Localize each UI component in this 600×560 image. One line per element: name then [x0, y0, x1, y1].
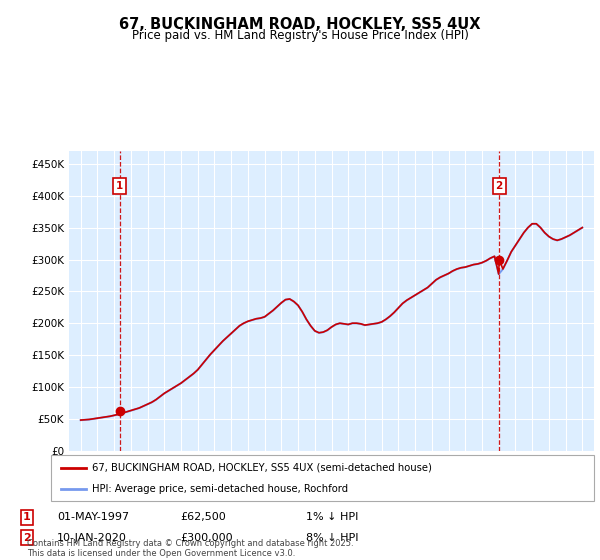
Text: 67, BUCKINGHAM ROAD, HOCKLEY, SS5 4UX: 67, BUCKINGHAM ROAD, HOCKLEY, SS5 4UX — [119, 17, 481, 32]
Text: 8% ↓ HPI: 8% ↓ HPI — [306, 533, 359, 543]
Text: 01-MAY-1997: 01-MAY-1997 — [57, 512, 129, 522]
Text: 2: 2 — [496, 181, 503, 192]
Text: 1: 1 — [116, 181, 123, 192]
Text: 2: 2 — [23, 533, 31, 543]
Text: £62,500: £62,500 — [180, 512, 226, 522]
Text: 1% ↓ HPI: 1% ↓ HPI — [306, 512, 358, 522]
Text: HPI: Average price, semi-detached house, Rochford: HPI: Average price, semi-detached house,… — [92, 484, 348, 494]
Text: £300,000: £300,000 — [180, 533, 233, 543]
Text: 10-JAN-2020: 10-JAN-2020 — [57, 533, 127, 543]
Text: Price paid vs. HM Land Registry's House Price Index (HPI): Price paid vs. HM Land Registry's House … — [131, 29, 469, 42]
Text: 1: 1 — [23, 512, 31, 522]
FancyBboxPatch shape — [51, 455, 594, 501]
Text: 67, BUCKINGHAM ROAD, HOCKLEY, SS5 4UX (semi-detached house): 67, BUCKINGHAM ROAD, HOCKLEY, SS5 4UX (s… — [92, 463, 431, 473]
Text: Contains HM Land Registry data © Crown copyright and database right 2025.
This d: Contains HM Land Registry data © Crown c… — [27, 539, 353, 558]
